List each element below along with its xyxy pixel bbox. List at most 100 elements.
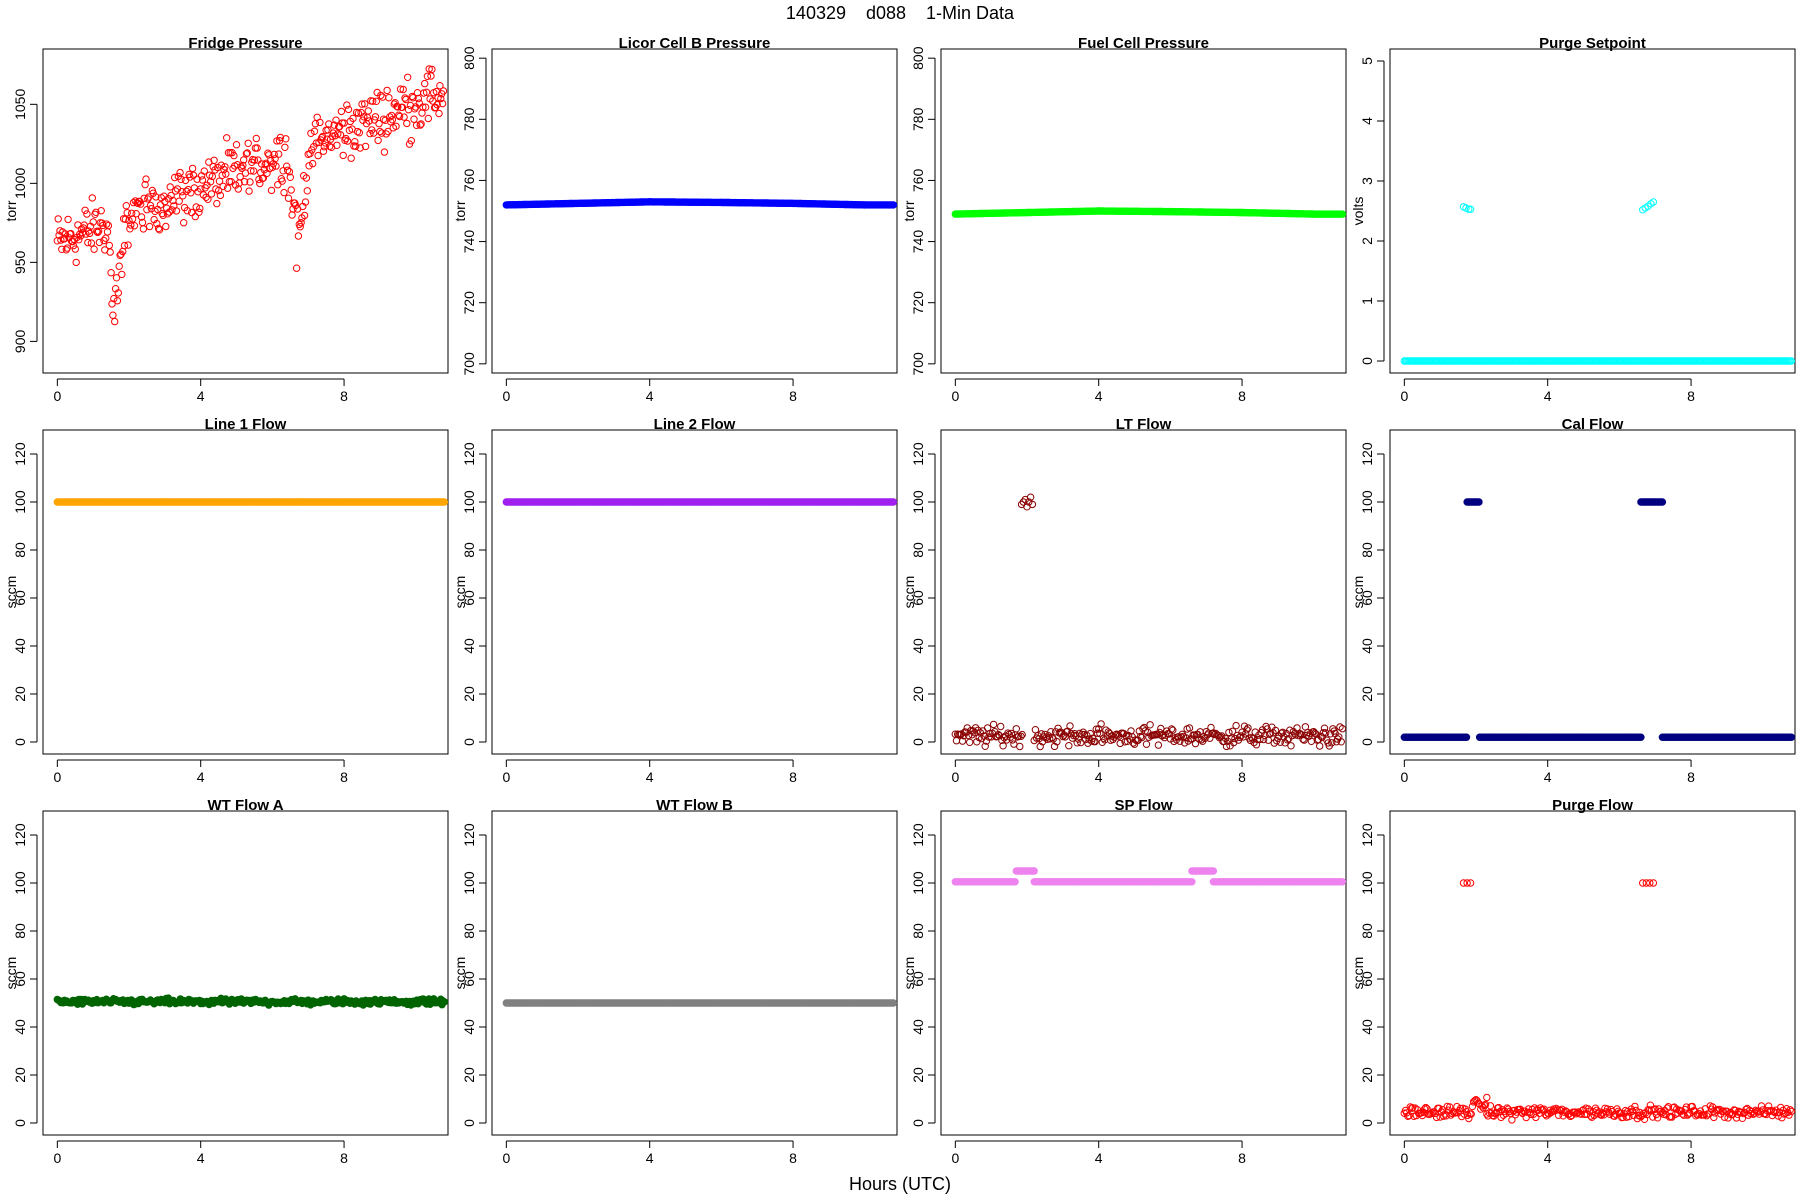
data-point: [1227, 735, 1236, 743]
y-tick-label: 120: [1359, 442, 1375, 466]
data-point: [1209, 867, 1218, 875]
data-point: [216, 191, 225, 200]
data-point: [407, 137, 415, 145]
data-point: [245, 187, 253, 195]
data-point: [140, 194, 148, 203]
data-point: [374, 136, 382, 145]
data-point: [1658, 498, 1667, 506]
data-point: [1409, 1104, 1417, 1112]
y-tick-label: 40: [12, 1019, 28, 1035]
data-point: [1283, 736, 1292, 744]
data-point: [1232, 721, 1240, 730]
data-point: [1019, 498, 1028, 506]
data-point: [1649, 198, 1658, 206]
y-tick-label: 60: [12, 971, 28, 987]
data-point: [1188, 735, 1196, 743]
data-point: [1188, 878, 1196, 886]
data-point: [418, 109, 426, 117]
data-point: [236, 173, 244, 181]
data-points: [951, 493, 1347, 751]
data-point: [137, 213, 146, 221]
data-point: [99, 221, 107, 230]
y-tick-label: 40: [910, 1019, 926, 1035]
data-point: [281, 143, 289, 152]
data-point: [107, 269, 115, 277]
y-tick-label: 5: [1359, 57, 1375, 65]
data-points: [502, 498, 898, 506]
data-point: [394, 103, 402, 111]
data-point: [409, 94, 417, 102]
data-point: [200, 167, 209, 175]
data-point: [1030, 736, 1038, 745]
data-point: [1649, 879, 1658, 887]
data-point: [414, 94, 423, 103]
y-tick-label: 80: [910, 923, 926, 939]
data-point: [361, 100, 369, 108]
data-point: [957, 730, 965, 738]
y-tick-label: 120: [910, 823, 926, 847]
data-point: [1483, 1093, 1491, 1102]
data-point: [102, 220, 111, 228]
data-point: [1456, 1104, 1465, 1113]
data-point: [1785, 1111, 1793, 1119]
data-point: [1026, 493, 1035, 501]
y-tick-label: 700: [910, 352, 926, 376]
data-point: [435, 109, 443, 118]
data-point: [116, 251, 124, 260]
data-point: [1091, 737, 1099, 746]
y-tick-label: 1050: [12, 89, 28, 120]
data-point: [1017, 732, 1025, 740]
data-point: [1637, 733, 1645, 741]
data-point: [1786, 1106, 1794, 1114]
plot-frame: [940, 810, 1347, 1136]
data-point: [1757, 1102, 1766, 1110]
x-tick-label: 8: [1687, 769, 1695, 785]
data-point: [250, 156, 259, 164]
y-tick-label: 60: [1359, 971, 1375, 987]
data-point: [271, 155, 279, 163]
panel-title: Line 1 Flow: [205, 416, 287, 433]
data-point: [415, 99, 423, 107]
data-point: [153, 219, 161, 228]
x-tick-label: 8: [789, 769, 797, 785]
data-point: [97, 207, 105, 215]
data-point: [100, 236, 108, 245]
y-tick-label: 0: [910, 738, 926, 746]
data-point: [1184, 737, 1193, 745]
y-tick-label: 120: [461, 823, 477, 847]
y-tick-label: 40: [461, 638, 477, 654]
data-point: [1169, 726, 1177, 734]
panel-title: Licor Cell B Pressure: [619, 35, 771, 52]
data-point: [1463, 879, 1471, 887]
y-axis: 0 20 40 60 80 100 120: [12, 823, 38, 1127]
data-point: [81, 206, 89, 215]
y-axis-label: torr: [901, 200, 917, 221]
data-point: [1244, 724, 1252, 732]
data-point: [332, 116, 340, 124]
data-point: [83, 210, 91, 218]
data-point: [160, 192, 168, 200]
panel-licor-cell-b-pressure: Licor Cell B Pressure 0 4 8 700 720 740 760 780 8…: [452, 35, 898, 404]
y-tick-label: 40: [461, 1019, 477, 1035]
y-tick-label: 0: [12, 1119, 28, 1127]
plot-frame: [940, 48, 1347, 374]
data-point: [440, 998, 449, 1006]
data-point: [1336, 723, 1344, 731]
x-tick-label: 4: [646, 769, 654, 785]
data-point: [1466, 205, 1475, 213]
plot-frame: [1389, 810, 1796, 1136]
x-tick-label: 8: [1238, 769, 1246, 785]
data-point: [179, 192, 187, 200]
data-point: [249, 167, 258, 175]
data-point: [428, 65, 436, 74]
data-point: [423, 72, 432, 81]
data-point: [288, 211, 296, 219]
data-point: [118, 270, 126, 279]
data-point: [145, 222, 154, 231]
data-point: [1495, 1103, 1503, 1112]
y-tick-label: 60: [461, 590, 477, 606]
data-point: [383, 86, 391, 95]
x-tick-label: 4: [646, 388, 654, 404]
data-point: [319, 147, 328, 155]
